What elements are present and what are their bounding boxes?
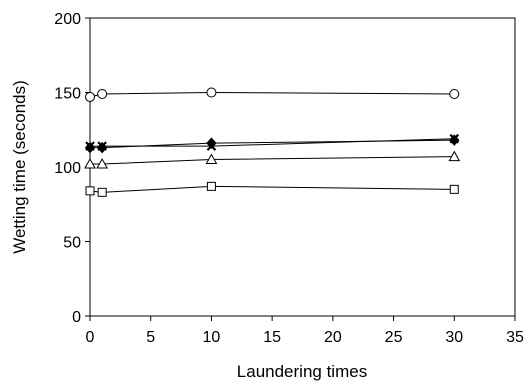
y-axis-title: Wetting time (seconds) <box>10 80 29 254</box>
data-point-square-open <box>449 184 459 194</box>
data-point-circle-open <box>85 91 95 102</box>
x-tick-label: 35 <box>506 329 524 346</box>
data-point-diamond-filled <box>449 134 460 146</box>
y-axis-ticks: 0 50 100 150 200 <box>54 11 90 326</box>
data-point-diamond-filled <box>206 137 217 149</box>
y-tick-label: 200 <box>54 11 81 28</box>
data-point-circle-open <box>449 88 460 99</box>
x-axis-ticks: 0 5 10 15 20 25 30 35 <box>86 316 524 346</box>
x-tick-label: 0 <box>86 329 95 346</box>
y-tick-label: 100 <box>54 160 81 177</box>
data-point-circle-open <box>97 88 108 99</box>
data-point-square-open <box>97 187 107 197</box>
series-line-2 <box>90 138 455 147</box>
x-tick-label: 25 <box>385 329 403 346</box>
data-point-triangle-open <box>84 157 96 169</box>
series-line-3 <box>90 139 455 149</box>
data-point-diamond-filled <box>84 141 96 154</box>
x-tick-label: 5 <box>146 329 155 346</box>
y-tick-label: 50 <box>63 235 81 252</box>
x-axis-title: Laundering times <box>237 362 367 381</box>
x-tick-label: 15 <box>263 329 281 346</box>
data-point-diamond-filled <box>96 141 108 154</box>
x-tick-label: 30 <box>445 329 463 346</box>
data-point-triangle-open <box>205 153 218 165</box>
data-point-triangle-open <box>96 157 108 169</box>
x-tick-label: 10 <box>203 329 221 346</box>
series-line-5 <box>89 185 455 193</box>
plot-frame <box>89 17 516 317</box>
series-line-4 <box>90 156 455 165</box>
series-layer <box>84 87 461 197</box>
x-tick-label: 20 <box>324 329 342 346</box>
series-line-1 <box>89 91 455 98</box>
data-point-square-open <box>206 181 216 191</box>
data-point-square-open <box>85 186 95 196</box>
y-tick-label: 0 <box>72 309 81 326</box>
y-tick-label: 150 <box>54 86 81 103</box>
data-point-circle-open <box>206 87 217 98</box>
data-point-triangle-open <box>448 150 461 162</box>
